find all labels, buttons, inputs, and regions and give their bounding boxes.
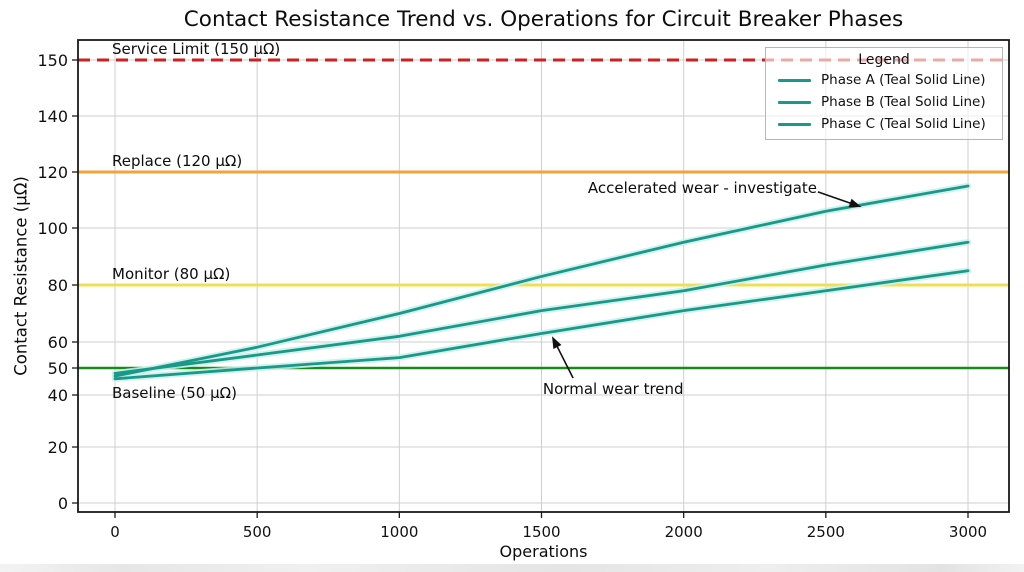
y-tick-label: 0 (58, 494, 68, 513)
bottom-edge-artifact (0, 564, 1024, 572)
annotation-arrowhead-icon (552, 336, 562, 350)
reference-line-label: Baseline (50 μΩ) (112, 384, 237, 402)
annotation-arrowhead-icon (848, 198, 862, 208)
series-line (113, 240, 970, 375)
x-tick-label: 2500 (807, 523, 845, 541)
x-tick-label: 1500 (522, 523, 560, 541)
plot-border (77, 39, 1010, 513)
x-tick-label: 0 (110, 523, 120, 541)
legend-line-swatch-icon (778, 122, 811, 126)
x-tick-label: 1000 (380, 523, 418, 541)
legend: Legend Phase A (Teal Solid Line) Phase B … (765, 47, 1003, 140)
y-tick-label: 140 (37, 107, 68, 126)
legend-line-swatch-icon (778, 78, 811, 82)
y-tick-label: 50 (48, 359, 68, 378)
annotation-text: Accelerated wear - investigate (588, 179, 817, 197)
y-axis-label: Contact Resistance (μΩ) (11, 176, 31, 376)
y-tick-label: 80 (48, 276, 68, 295)
chart-title: Contact Resistance Trend vs. Operations … (183, 7, 904, 32)
x-tick-label: 500 (243, 523, 272, 541)
series-line (113, 184, 970, 378)
legend-items: Phase A (Teal Solid Line) Phase B (Teal S… (766, 69, 1002, 135)
y-tick-label: 60 (48, 333, 68, 352)
x-tick-label: 3000 (949, 523, 987, 541)
legend-title: Legend (858, 52, 910, 68)
y-tick-label: 120 (37, 163, 68, 182)
x-tick-label: 2000 (665, 523, 703, 541)
legend-item: Phase B (Teal Solid Line) (766, 91, 1002, 113)
legend-item-label: Phase B (Teal Solid Line) (821, 94, 986, 110)
series-line (113, 269, 970, 381)
y-tick-label: 40 (48, 386, 68, 405)
y-tick-label: 150 (37, 51, 68, 70)
y-tick-label: 20 (48, 438, 68, 457)
y-tick-label: 100 (37, 219, 68, 238)
reference-line-label: Replace (120 μΩ) (112, 152, 242, 170)
legend-item-label: Phase C (Teal Solid Line) (821, 116, 986, 132)
reference-line-label: Service Limit (150 μΩ) (112, 40, 280, 58)
annotation-text: Normal wear trend (543, 380, 684, 398)
legend-item: Phase C (Teal Solid Line) (766, 113, 1002, 135)
annotation-arrow (817, 191, 855, 206)
annotation-arrow (554, 343, 574, 379)
legend-item-label: Phase A (Teal Solid Line) (821, 72, 986, 88)
reference-line-label: Monitor (80 μΩ) (112, 265, 230, 283)
legend-line-swatch-icon (778, 100, 811, 104)
legend-item: Phase A (Teal Solid Line) (766, 69, 1002, 91)
x-axis-label: Operations (499, 542, 588, 561)
